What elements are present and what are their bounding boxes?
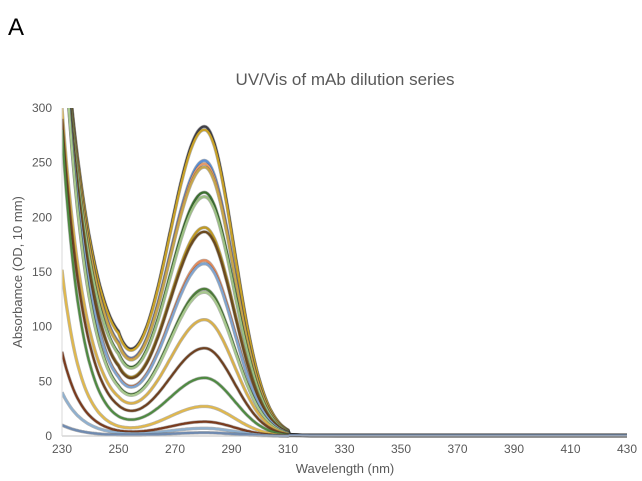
x-tick-label: 410 [560, 442, 580, 456]
panel-letter: A [8, 14, 25, 41]
x-tick-label: 230 [52, 442, 72, 456]
y-tick-label: 300 [32, 101, 52, 115]
series-curves [62, 108, 627, 438]
series-line [62, 129, 627, 437]
series-line [68, 108, 627, 437]
series-line-outline [62, 129, 627, 438]
x-tick-label: 430 [617, 442, 637, 456]
x-tick-label: 290 [221, 442, 241, 456]
axes: 230 250 270 290 310 330 350 370 390 410 430 0 50 100 1… [32, 101, 637, 456]
x-tick-label: 330 [334, 442, 354, 456]
series-line [62, 118, 627, 437]
chart-title: UV/Vis of mAb dilution series [236, 70, 455, 89]
y-tick-label: 0 [45, 429, 52, 443]
x-tick-label: 250 [108, 442, 128, 456]
y-tick-label: 200 [32, 210, 52, 224]
y-tick-label: 150 [32, 265, 52, 279]
x-axis-label: Wavelength (nm) [296, 461, 395, 476]
x-tick-label: 310 [278, 442, 298, 456]
series-line-outline [62, 118, 627, 438]
x-tick-label: 350 [391, 442, 411, 456]
x-tick-label: 390 [504, 442, 524, 456]
y-tick-label: 250 [32, 156, 52, 170]
y-tick-label: 100 [32, 320, 52, 334]
x-tick-label: 370 [447, 442, 467, 456]
y-axis-label: Absorbamce (OD, 10 mm) [10, 196, 25, 348]
y-tick-label: 50 [39, 374, 53, 388]
x-tick-label: 270 [165, 442, 185, 456]
